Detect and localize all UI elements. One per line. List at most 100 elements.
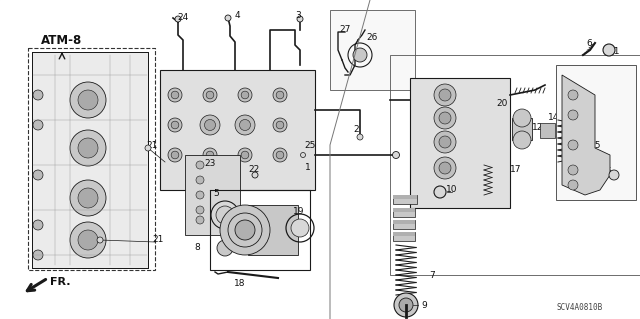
Bar	[393, 220, 415, 224]
Text: 9: 9	[421, 300, 427, 309]
Text: 23: 23	[204, 159, 216, 167]
Circle shape	[225, 15, 231, 21]
Circle shape	[235, 115, 255, 135]
Circle shape	[238, 88, 252, 102]
Circle shape	[609, 170, 619, 180]
Bar	[393, 208, 415, 217]
Circle shape	[70, 180, 106, 216]
Circle shape	[200, 115, 220, 135]
Text: 24: 24	[177, 12, 189, 21]
Circle shape	[568, 180, 578, 190]
Circle shape	[196, 206, 204, 214]
Circle shape	[206, 91, 214, 99]
Text: 16: 16	[601, 167, 612, 176]
Polygon shape	[562, 75, 610, 195]
Text: 27: 27	[339, 26, 351, 34]
Circle shape	[568, 110, 578, 120]
Text: 17: 17	[510, 166, 522, 174]
Circle shape	[33, 90, 43, 100]
Circle shape	[276, 151, 284, 159]
Circle shape	[203, 88, 217, 102]
Circle shape	[78, 230, 98, 250]
Text: 4: 4	[234, 11, 240, 19]
Circle shape	[297, 16, 303, 22]
Bar	[160, 70, 315, 190]
Bar	[330, 10, 415, 90]
Bar	[393, 208, 415, 212]
Circle shape	[97, 237, 103, 243]
Text: 22: 22	[248, 165, 260, 174]
Text: 18: 18	[234, 278, 246, 287]
Bar	[393, 220, 415, 229]
Text: 25: 25	[304, 140, 316, 150]
Circle shape	[228, 213, 262, 247]
Circle shape	[33, 170, 43, 180]
Text: 20: 20	[496, 99, 508, 108]
Circle shape	[145, 145, 151, 151]
Bar	[185, 155, 240, 235]
Circle shape	[434, 186, 446, 198]
Text: SCV4A0810B: SCV4A0810B	[557, 303, 603, 313]
Circle shape	[196, 176, 204, 184]
Circle shape	[276, 91, 284, 99]
Bar	[393, 232, 415, 241]
Text: 10: 10	[446, 186, 458, 195]
Bar	[390, 55, 640, 275]
Text: 1: 1	[305, 164, 311, 173]
Circle shape	[168, 148, 182, 162]
Bar	[540, 123, 555, 138]
Circle shape	[276, 121, 284, 129]
Text: 11: 11	[609, 48, 621, 56]
Circle shape	[357, 134, 363, 140]
Text: 3: 3	[295, 11, 301, 19]
Text: 14: 14	[548, 113, 560, 122]
Polygon shape	[32, 52, 148, 268]
Text: 21: 21	[152, 235, 164, 244]
Circle shape	[33, 220, 43, 230]
Bar	[28, 48, 155, 270]
Text: 8: 8	[194, 243, 200, 253]
Circle shape	[241, 91, 249, 99]
Circle shape	[171, 151, 179, 159]
Circle shape	[434, 131, 456, 153]
Circle shape	[252, 172, 258, 178]
Circle shape	[399, 298, 413, 312]
Circle shape	[216, 206, 234, 224]
Circle shape	[603, 44, 615, 56]
Circle shape	[217, 240, 233, 256]
Circle shape	[241, 151, 249, 159]
Bar	[248, 205, 298, 255]
Text: 6: 6	[586, 40, 592, 48]
Circle shape	[220, 205, 270, 255]
Circle shape	[291, 219, 309, 237]
Circle shape	[568, 90, 578, 100]
Text: 26: 26	[366, 33, 378, 42]
Text: 2: 2	[353, 125, 359, 135]
Circle shape	[78, 138, 98, 158]
Circle shape	[568, 140, 578, 150]
Circle shape	[439, 89, 451, 101]
Circle shape	[206, 151, 214, 159]
Text: 21: 21	[147, 140, 157, 150]
Circle shape	[235, 220, 255, 240]
Text: 13: 13	[572, 150, 583, 159]
Text: 19: 19	[293, 207, 305, 217]
Circle shape	[392, 152, 399, 159]
Bar	[393, 195, 417, 204]
Circle shape	[70, 130, 106, 166]
Circle shape	[239, 120, 250, 130]
Text: FR.: FR.	[50, 277, 70, 287]
Circle shape	[238, 148, 252, 162]
Circle shape	[434, 107, 456, 129]
Bar	[512, 118, 532, 140]
Text: 12: 12	[532, 123, 544, 132]
Circle shape	[171, 121, 179, 129]
Circle shape	[168, 118, 182, 132]
Text: ATM-8: ATM-8	[42, 34, 83, 48]
Circle shape	[196, 161, 204, 169]
Circle shape	[273, 88, 287, 102]
Circle shape	[353, 48, 367, 62]
Circle shape	[78, 188, 98, 208]
Bar	[393, 232, 415, 236]
Circle shape	[394, 293, 418, 317]
